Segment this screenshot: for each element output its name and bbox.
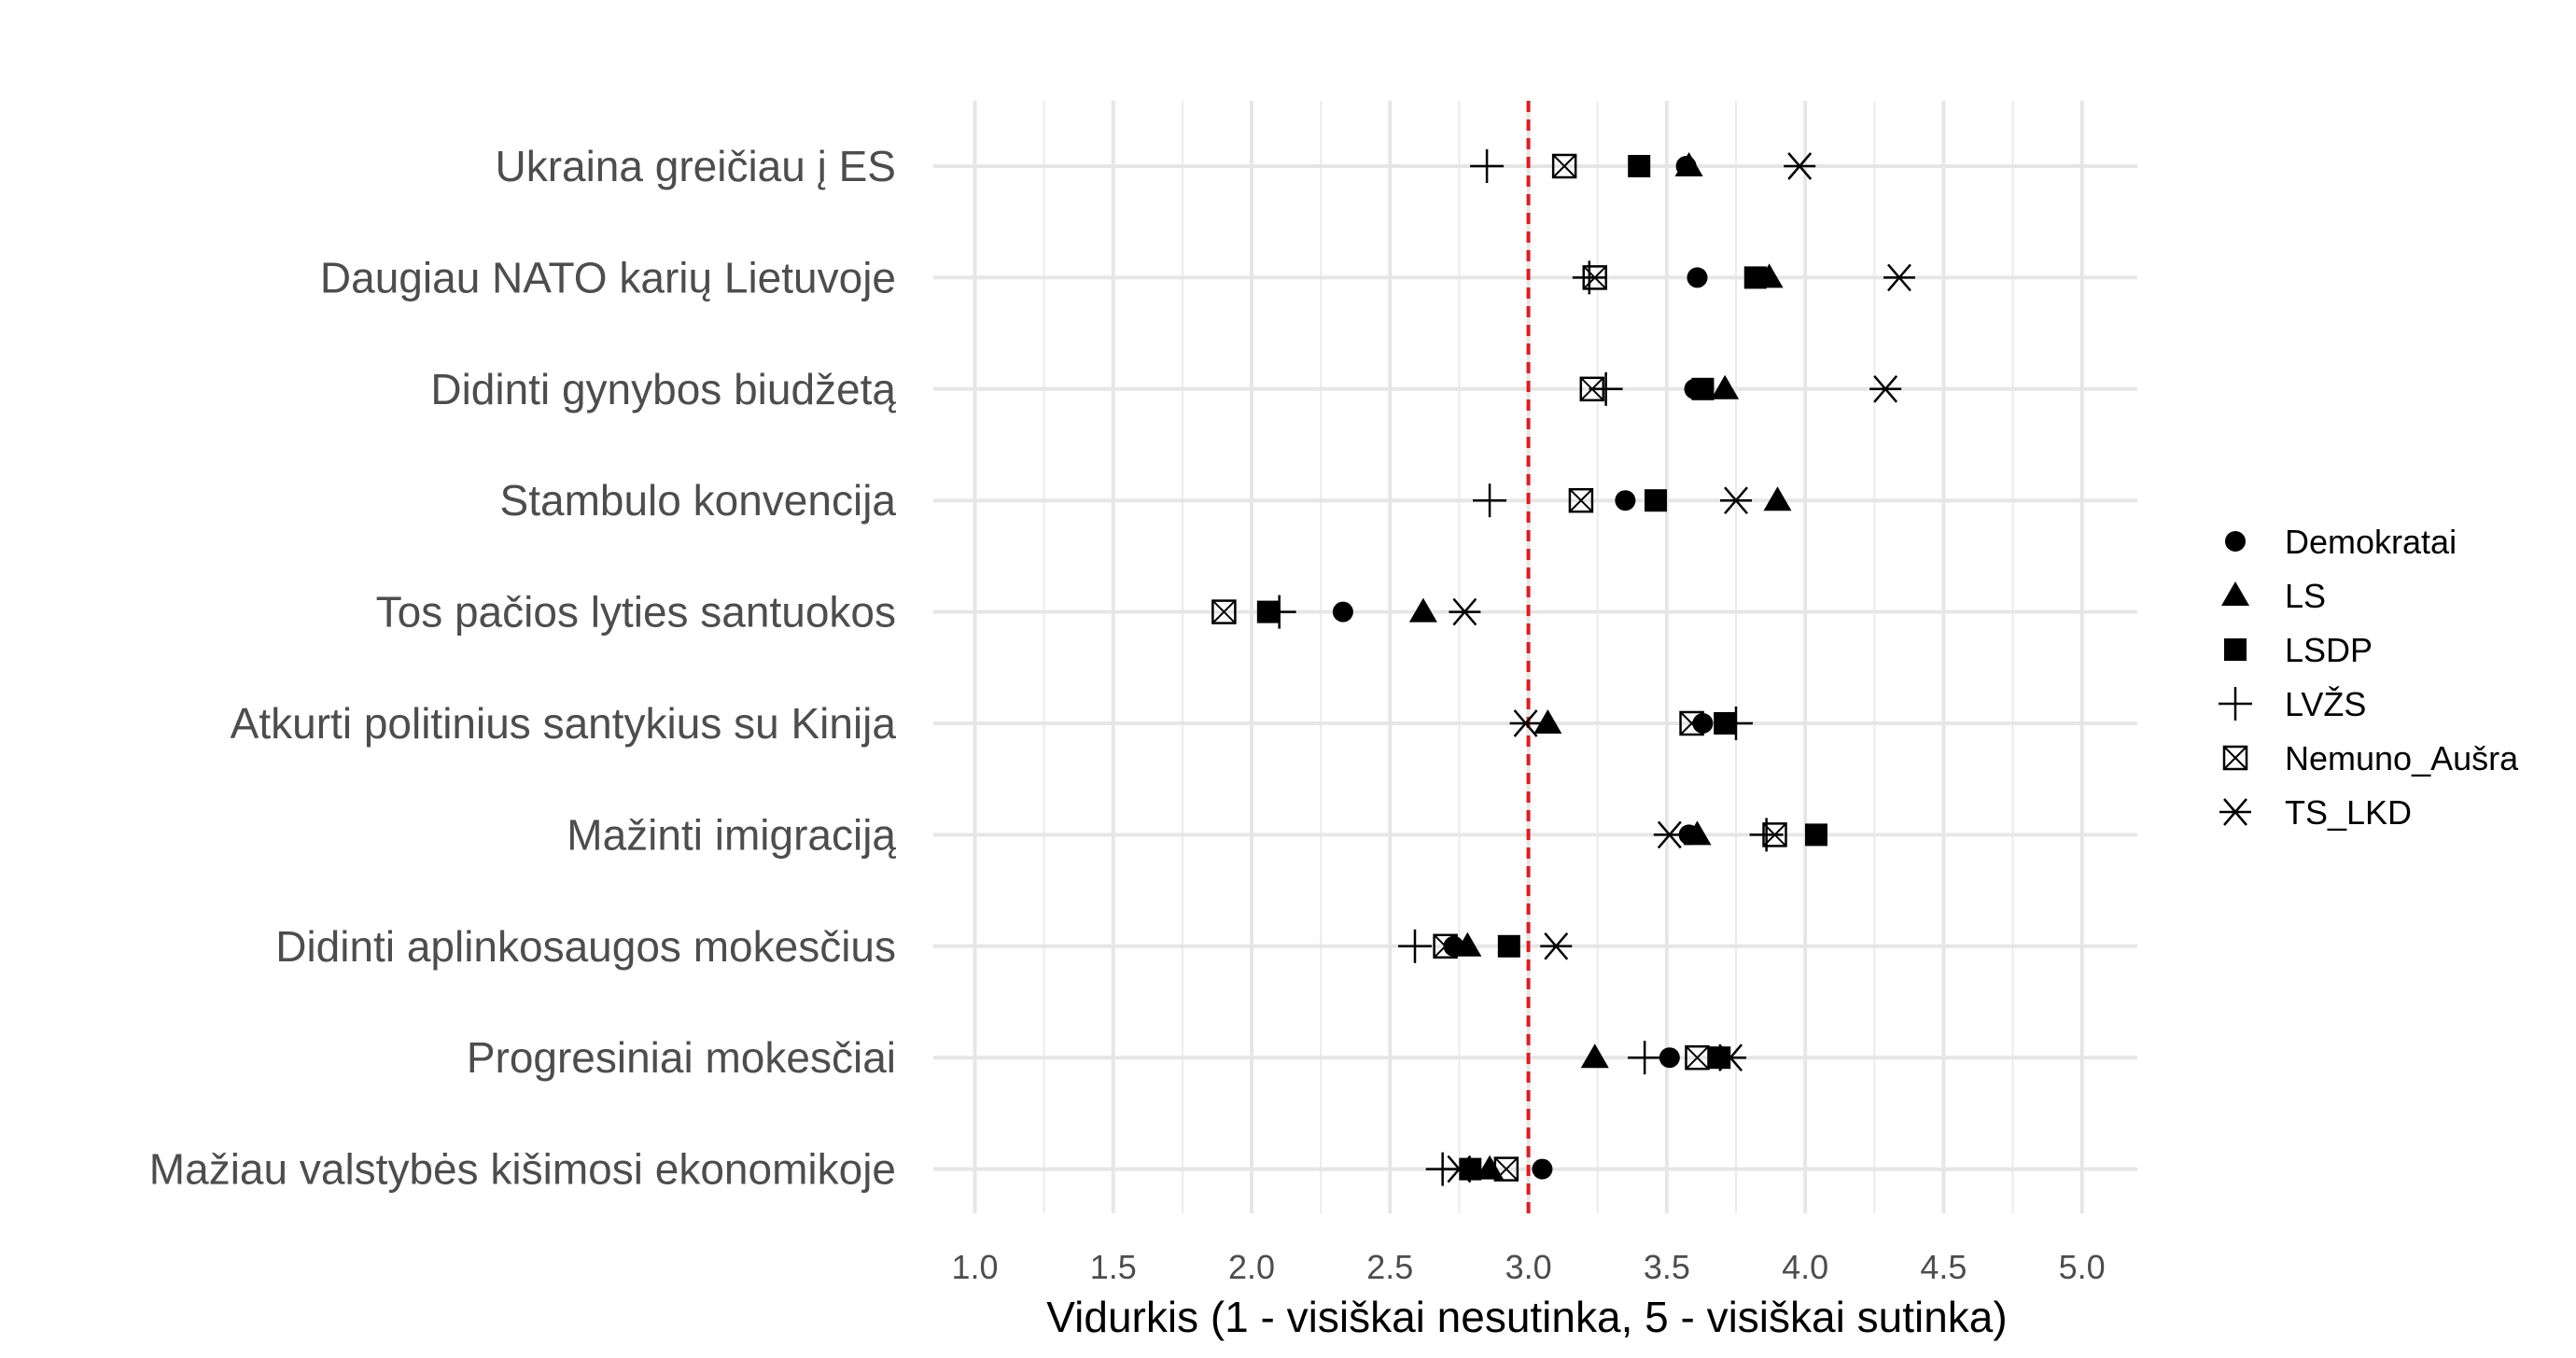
legend-symbol (2219, 798, 2251, 826)
data-point (1674, 152, 1703, 176)
category-label: Tos pačios lyties santuokos (376, 588, 896, 637)
x-tick-label: 4.5 (1920, 1248, 1967, 1286)
data-point (1580, 1043, 1609, 1069)
data-point (1869, 374, 1902, 403)
category-label: Atkurti politinius santykius su Kinija (231, 699, 897, 748)
data-point (1493, 1156, 1519, 1182)
data-points (1211, 149, 1915, 1186)
legend-item: LS (2221, 577, 2326, 615)
x-tick-label: 3.5 (1644, 1248, 1690, 1286)
legend-item: LVŽS (2219, 685, 2366, 723)
x-tick-label: 2.0 (1228, 1248, 1275, 1286)
legend-item: LSDP (2224, 631, 2373, 669)
legend-label: LVŽS (2285, 685, 2366, 723)
category-label: Didinti aplinkosaugos mokesčius (275, 922, 896, 971)
data-point (1398, 929, 1432, 963)
legend: Demokratai LS LSDP LVŽS Nemuno_Aušra TS_LKD (2219, 523, 2519, 832)
category-label: Didinti gynybos biudžetą (430, 365, 896, 413)
series-LS (1408, 152, 1792, 1180)
legend-symbol (2221, 581, 2249, 606)
category-label: Progresiniai mokesčiai (467, 1033, 896, 1082)
category-labels: Ukraina greičiau į ES Daugiau NATO karių … (149, 142, 897, 1194)
grid (933, 101, 2137, 1213)
data-point (1470, 149, 1505, 183)
data-point (1659, 1047, 1680, 1069)
data-point (1211, 599, 1237, 624)
data-point (1509, 709, 1542, 737)
x-axis-title: Vidurkis (1 - visiškai nesutinka, 5 - vi… (1046, 1293, 2007, 1341)
data-point (1433, 933, 1458, 959)
legend-label: Demokratai (2285, 523, 2457, 561)
data-point (1691, 377, 1715, 400)
data-point (1615, 490, 1636, 511)
data-point (1719, 707, 1753, 740)
data-point (1805, 823, 1827, 847)
legend-item: Demokratai (2225, 523, 2457, 561)
category-label: Stambulo konvencija (500, 476, 897, 525)
legend-label: TS_LKD (2285, 793, 2412, 832)
x-tick-label: 1.0 (951, 1248, 998, 1286)
legend-item: Nemuno_Aušra (2222, 739, 2519, 777)
series-LSDP (1256, 155, 1827, 1181)
data-point (1589, 371, 1623, 406)
data-point (1711, 374, 1740, 399)
series-Nemuno_Aušra (1211, 153, 1787, 1182)
data-point (1653, 820, 1686, 849)
data-point (1683, 820, 1712, 846)
category-label: Daugiau NATO karių Lietuvoje (320, 253, 896, 301)
data-point (1687, 267, 1708, 288)
data-point (1453, 931, 1482, 957)
data-point (1628, 155, 1651, 177)
x-tick-label: 2.5 (1366, 1248, 1413, 1286)
data-point (1679, 710, 1704, 736)
data-point (1784, 152, 1816, 180)
category-label: Ukraina greičiau į ES (495, 142, 896, 190)
series-LVŽS (1262, 149, 1784, 1186)
legend-label: LSDP (2285, 631, 2373, 669)
data-point (1408, 597, 1437, 623)
x-tick-label: 5.0 (2059, 1248, 2106, 1286)
legend-label: Nemuno_Aušra (2285, 739, 2519, 777)
x-tick-label: 1.5 (1090, 1248, 1137, 1286)
data-point (1715, 1043, 1747, 1072)
legend-label: LS (2285, 577, 2326, 615)
data-point (1262, 595, 1296, 629)
data-point (1533, 709, 1562, 734)
legend-symbol (2219, 687, 2252, 721)
data-point (1763, 486, 1792, 511)
legend-symbol (2224, 638, 2247, 661)
data-point (1551, 153, 1577, 179)
x-tick-label: 4.0 (1782, 1248, 1828, 1286)
data-point (1568, 487, 1594, 513)
data-point (1497, 934, 1520, 958)
data-point (1883, 263, 1915, 292)
data-point (1476, 1155, 1505, 1180)
data-point (1720, 486, 1752, 515)
legend-item: TS_LKD (2219, 793, 2412, 832)
data-point (1762, 822, 1787, 847)
data-point (1449, 597, 1481, 626)
x-tick-labels: 1.0 1.5 2.0 2.5 3.0 3.5 4.0 4.5 5.0 (951, 1248, 2105, 1286)
data-point (1743, 266, 1767, 289)
category-label: Mažinti imigraciją (567, 810, 896, 859)
data-point (1645, 489, 1667, 512)
data-point (1685, 1044, 1710, 1071)
legend-symbol (2222, 745, 2248, 771)
data-point (1443, 1155, 1476, 1183)
data-point (1540, 931, 1573, 960)
data-point (1579, 376, 1605, 402)
data-point (1628, 1041, 1662, 1075)
series-TS_LKD (1443, 152, 1915, 1183)
legend-symbol (2225, 531, 2246, 552)
x-tick-label: 3.0 (1505, 1248, 1552, 1286)
data-point (1582, 265, 1608, 290)
data-point (1332, 601, 1353, 623)
data-point (1532, 1158, 1553, 1180)
data-point (1473, 483, 1507, 518)
category-label: Mažiau valstybės kišimosi ekonomikoje (149, 1145, 896, 1194)
